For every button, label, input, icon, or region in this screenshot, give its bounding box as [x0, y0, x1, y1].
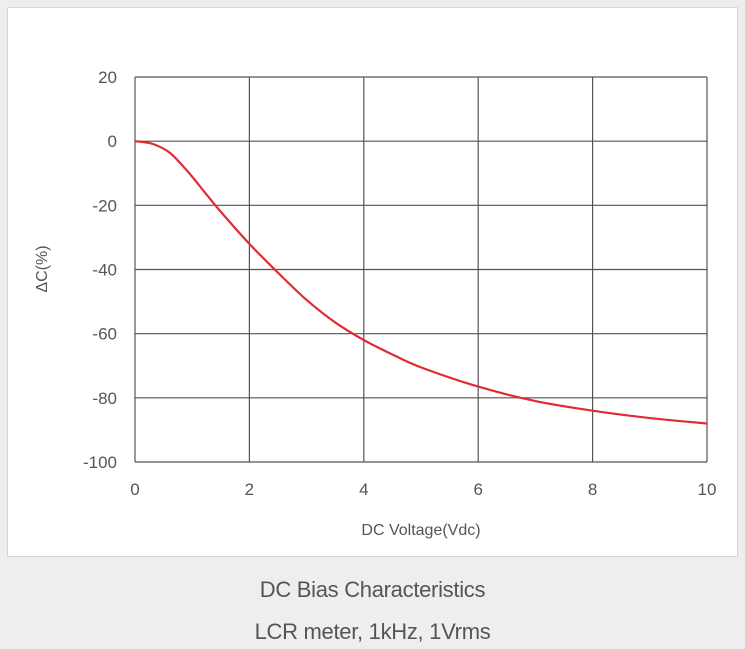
y-tick-label: -60 [92, 325, 117, 344]
dc-bias-chart: 0 2 4 6 8 10 20 0 -20 -40 -60 -80 -100 DC Voltage(Vd… [34, 68, 716, 539]
y-tick-label: -40 [92, 261, 117, 280]
x-tick-label: 4 [359, 480, 368, 499]
tick-labels: 0 2 4 6 8 10 20 0 -20 -40 -60 -80 -100 [83, 68, 716, 499]
x-tick-label: 2 [245, 480, 254, 499]
series-line [134, 140, 708, 425]
y-tick-label: -100 [83, 453, 117, 472]
chart-panel [7, 7, 738, 557]
chart-caption-title: DC Bias Characteristics [259, 577, 486, 602]
y-tick-label: -80 [92, 389, 117, 408]
y-tick-label: 0 [108, 132, 117, 151]
series-layer [134, 140, 708, 425]
chart-caption-subtitle: LCR meter, 1kHz, 1Vrms [254, 619, 491, 644]
x-tick-label: 10 [698, 480, 717, 499]
x-tick-label: 6 [473, 480, 482, 499]
x-axis-label: DC Voltage(Vdc) [361, 522, 480, 539]
y-tick-label: 20 [98, 68, 117, 87]
x-tick-label: 8 [588, 480, 597, 499]
y-tick-label: -20 [92, 196, 117, 215]
y-axis-label: ΔC(%) [34, 245, 51, 292]
grid-lines [134, 76, 708, 463]
x-tick-label: 0 [130, 480, 139, 499]
